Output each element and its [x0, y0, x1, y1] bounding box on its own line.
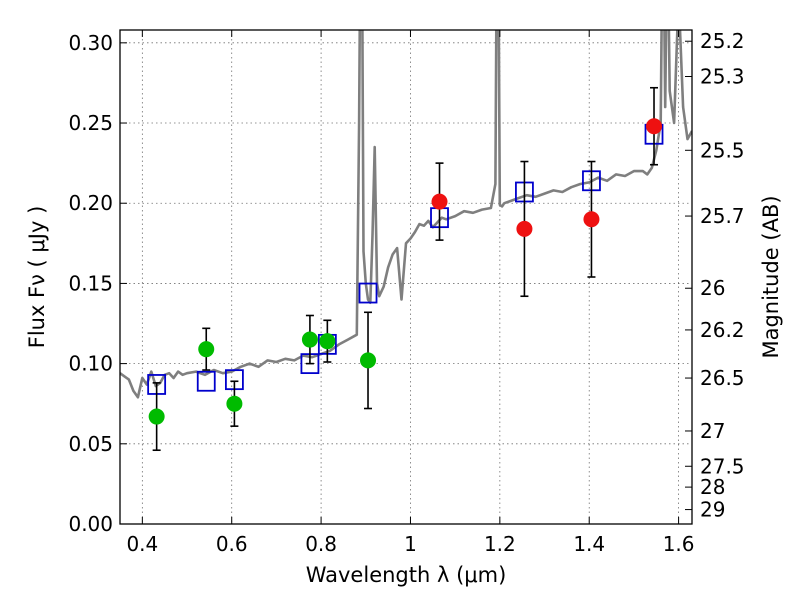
- y-tick-label: 0.05: [68, 432, 113, 456]
- mag-tick-label: 26.5: [700, 366, 745, 390]
- x-tick-label: 0.6: [216, 532, 248, 556]
- y-tick-label: 0.25: [68, 111, 113, 135]
- mag-tick-label: 27.5: [700, 454, 745, 478]
- mag-tick-label: 25.3: [700, 65, 745, 89]
- mag-tick-label: 25.7: [700, 204, 745, 228]
- photometry-point: [646, 118, 663, 135]
- x-tick-label: 1.6: [663, 532, 695, 556]
- axis-layer: 0.4 0.6 0.8 1 1.2 1.4 1.6 0.00 0.05 0.10 0.15 0.20 0…: [68, 29, 744, 556]
- model-square-marker: [196, 370, 216, 392]
- x-tick-label: 1.2: [484, 532, 516, 556]
- spectrum-line: [120, 30, 692, 399]
- mag-tick-label: 25.2: [700, 29, 745, 53]
- photometry-point: [148, 408, 165, 425]
- y-tick-label: 0.20: [68, 191, 113, 215]
- mag-tick-label: 26: [700, 276, 725, 300]
- photometry-point: [198, 341, 215, 358]
- x-tick-label: 0.8: [305, 532, 337, 556]
- y-tick-label: 0.30: [68, 31, 113, 55]
- mag-tick-label: 26.2: [700, 318, 745, 342]
- y-axis-right-label: Magnitude (AB): [759, 195, 783, 358]
- mag-tick-label: 28: [700, 475, 725, 499]
- photometry-point: [431, 193, 448, 210]
- photometry-point: [360, 352, 377, 369]
- marker-layer: [147, 86, 664, 452]
- plot-frame: [119, 29, 693, 525]
- x-tick-label: 0.4: [126, 532, 158, 556]
- x-axis-label: Wavelength λ (μm): [306, 563, 507, 587]
- photometry-point: [319, 333, 336, 350]
- mag-tick-label: 25.5: [700, 138, 745, 162]
- x-tick-label: 1.4: [573, 532, 605, 556]
- mag-tick-label: 27: [700, 419, 725, 443]
- y-tick-label: 0.15: [68, 271, 113, 295]
- mag-tick-label: 29: [700, 498, 725, 522]
- y-tick-label: 0.00: [68, 512, 113, 536]
- model-square-marker: [358, 282, 378, 304]
- y-tick-label: 0.10: [68, 352, 113, 376]
- x-tick-label: 1: [404, 532, 417, 556]
- photometry-point: [516, 220, 533, 237]
- photometry-point: [226, 395, 243, 412]
- spectrum-layer: [120, 30, 692, 399]
- photometry-point: [583, 211, 600, 228]
- y-axis-label: Flux Fν ( μJy ): [25, 206, 49, 349]
- photometry-point: [301, 331, 318, 348]
